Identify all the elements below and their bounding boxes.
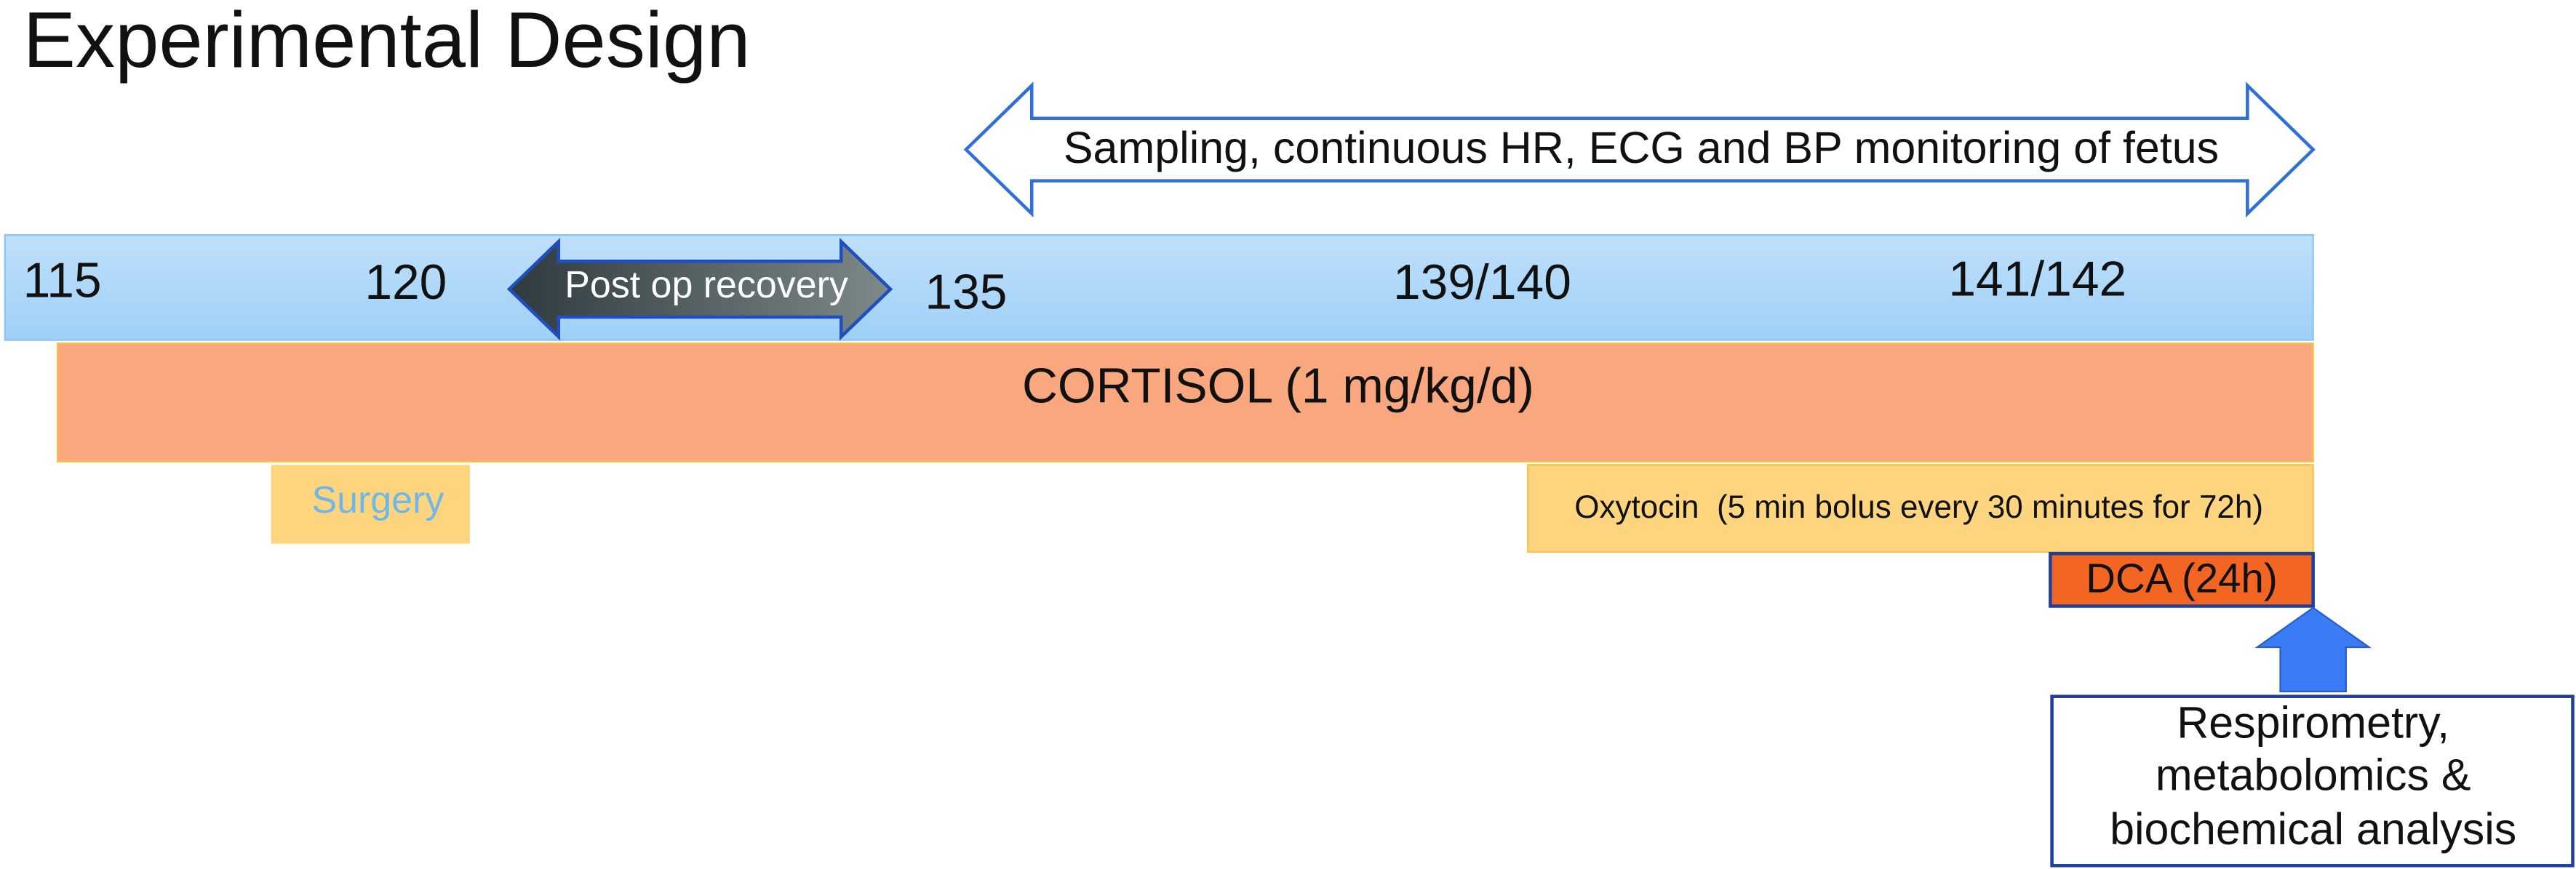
oxytocin-label: Oxytocin (5 min bolus every 30 minutes f… <box>1574 489 2263 525</box>
up-arrow <box>2254 606 2372 693</box>
sampling-label: Sampling, continuous HR, ECG and BP moni… <box>1064 123 2219 172</box>
oxytocin-bar <box>1527 464 2314 553</box>
sampling-arrow <box>963 81 2316 218</box>
dca-label: DCA (24h) <box>2086 556 2277 601</box>
timeline-band <box>4 233 2314 341</box>
analysis-line: Respirometry, <box>2177 697 2449 747</box>
surgery-label: Surgery <box>311 479 444 521</box>
title: Experimental Design <box>23 0 751 84</box>
analysis-box <box>2050 694 2575 868</box>
surgery-bar <box>271 465 470 544</box>
tick-label: 135 <box>925 265 1007 320</box>
tick-label: 115 <box>23 254 102 308</box>
analysis-line: metabolomics & <box>2156 750 2471 800</box>
cortisol-label: CORTISOL (1 mg/kg/d) <box>1022 359 1534 413</box>
tick-label: 141/142 <box>1948 252 2126 306</box>
tick-label: 139/140 <box>1393 255 1571 310</box>
recovery-arrow <box>506 237 893 341</box>
recovery-label: Post op recovery <box>565 264 848 306</box>
tick-label: 120 <box>364 255 447 310</box>
analysis-line: biochemical analysis <box>2110 804 2516 854</box>
cortisol-bar <box>56 343 2314 462</box>
dca-bar <box>2049 551 2315 608</box>
